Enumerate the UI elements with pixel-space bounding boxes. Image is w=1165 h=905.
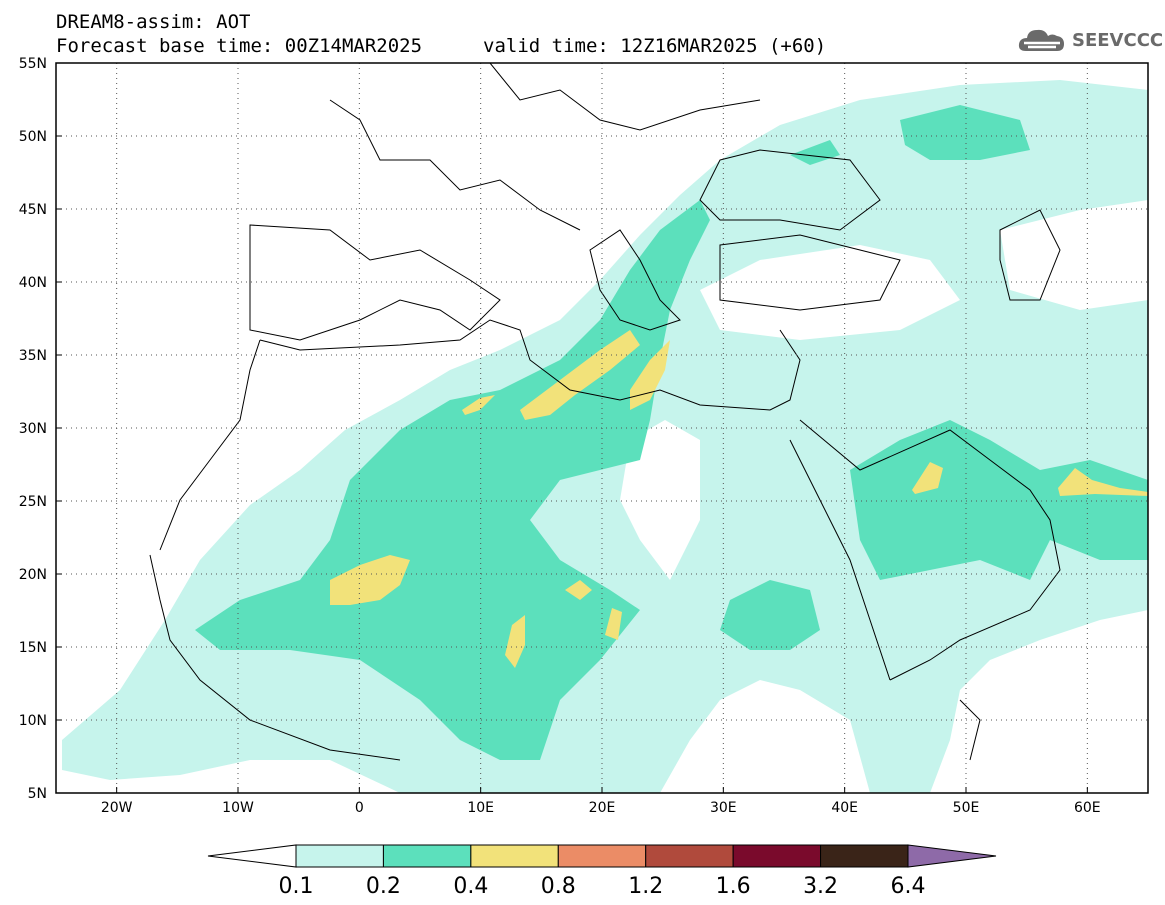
lat-tick-label: 35N: [19, 348, 47, 364]
aot-contour-0-4-chad: [505, 615, 525, 668]
cloud-icon: [1018, 29, 1064, 51]
coastlines: [149, 63, 1061, 761]
aot-contour-0-4-chad-east: [565, 580, 592, 600]
colorbar: 0.1 0.2 0.4 0.8 1.2 1.6 3.2 6.4: [207, 844, 997, 899]
colorbar-segment: [382, 844, 472, 868]
forecast-base-time: Forecast base time: 00Z14MAR2025: [56, 35, 423, 57]
latitude-labels: 5N 10N 15N 20N 25N 30N 35N 40N 45N 50N 55N: [19, 56, 62, 802]
colorbar-label: 0.2: [366, 874, 401, 899]
aot-contour-0-4-arabia: [912, 462, 943, 494]
aot-gap-north-africa: [240, 300, 480, 420]
lon-tick-label: 30E: [710, 800, 737, 816]
colorbar-label: 0.1: [279, 874, 314, 899]
lon-tick-label: 10W: [222, 800, 254, 816]
aot-contour-0-2-ukraine: [790, 140, 840, 165]
colorbar-label: 6.4: [891, 874, 926, 899]
lat-tick-label: 25N: [19, 494, 47, 510]
aot-field: [62, 63, 1148, 793]
colorbar-segment: [820, 844, 909, 868]
lon-tick-label: 50E: [953, 800, 980, 816]
lon-tick-label: 20W: [101, 800, 133, 816]
colorbar-label: 1.6: [716, 874, 751, 899]
colorbar-segment: [732, 844, 822, 868]
colorbar-label: 3.2: [803, 874, 838, 899]
lat-tick-label: 30N: [19, 421, 47, 437]
aot-contour-0-4-gulf: [1058, 468, 1148, 496]
lat-tick-label: 20N: [19, 567, 47, 583]
aot-contour-0-2-sudan: [720, 580, 820, 650]
lat-tick-label: 45N: [19, 202, 47, 218]
colorbar-label: 1.2: [628, 874, 663, 899]
lon-tick-label: 60E: [1074, 800, 1101, 816]
lat-tick-label: 40N: [19, 275, 47, 291]
colorbar-segment: [645, 844, 734, 868]
lat-tick-label: 5N: [28, 786, 47, 802]
colorbar-low-arrow: [207, 844, 297, 868]
colorbar-label: 0.8: [541, 874, 576, 899]
colorbar-label: 0.4: [453, 874, 488, 899]
lat-tick-label: 10N: [19, 713, 47, 729]
valid-time: valid time: 12Z16MAR2025 (+60): [483, 35, 827, 57]
aot-gap-europe: [250, 63, 760, 330]
colorbar-segment: [295, 844, 384, 868]
lat-tick-label: 50N: [19, 129, 47, 145]
aot-contour-0-4-libya: [520, 330, 640, 420]
colorbar-segment: [557, 844, 647, 868]
lon-tick-label: 0: [355, 800, 364, 816]
logo-text: SEEVCCC: [1072, 29, 1164, 51]
aot-contour-0-4-tunisia: [462, 395, 495, 415]
map-title: DREAM8-assim: AOT: [56, 11, 251, 33]
lon-tick-label: 40E: [831, 800, 858, 816]
aot-contour-0-2-arabia: [850, 420, 1148, 580]
longitude-labels: 20W 10W 0 10E 20E 30E 40E 50E 60E: [101, 787, 1101, 816]
aot-contour-0-2: [195, 200, 710, 760]
colorbar-segment: [470, 844, 559, 868]
aot-contour-0-4-crete: [630, 340, 670, 410]
lat-tick-label: 55N: [19, 56, 47, 72]
lon-tick-label: 10E: [467, 800, 494, 816]
seevccc-logo: SEEVCCC: [1016, 25, 1163, 55]
lon-tick-label: 20E: [589, 800, 616, 816]
aot-gap-anatolia: [700, 245, 960, 340]
lat-tick-label: 15N: [19, 640, 47, 656]
aot-contour-0-2-kazakh: [900, 105, 1030, 160]
aot-contour-0-4-sudan: [605, 608, 622, 640]
aot-contour-0-4-niger: [330, 555, 410, 605]
colorbar-high-arrow: [907, 844, 997, 868]
